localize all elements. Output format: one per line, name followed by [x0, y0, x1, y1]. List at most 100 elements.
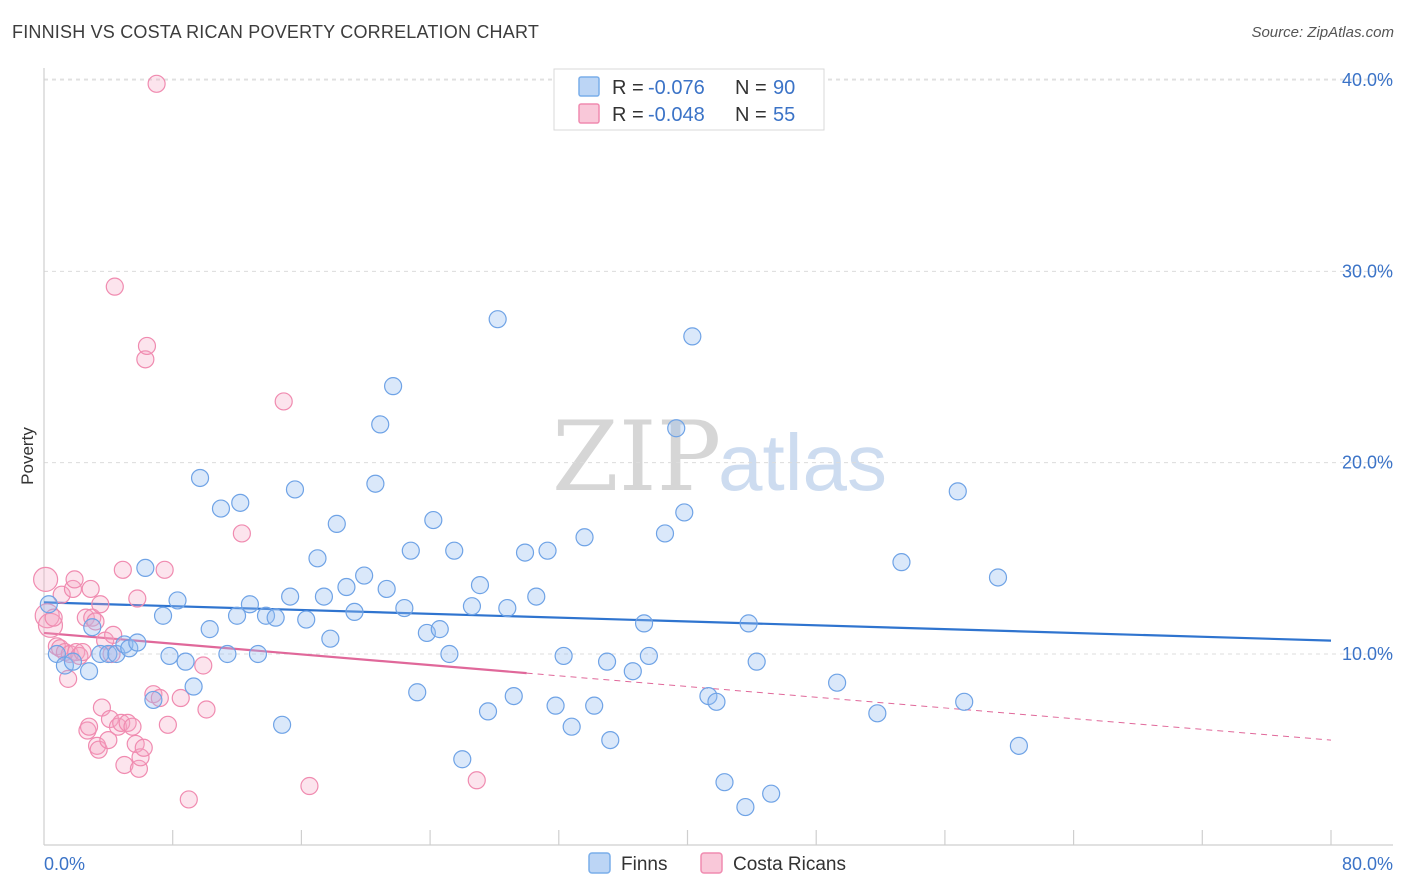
point-finns	[79, 662, 99, 681]
point-finns	[308, 549, 327, 568]
point-costa-ricans	[123, 717, 142, 736]
point-finns	[453, 750, 472, 769]
point-finns	[168, 591, 187, 610]
point-costa-ricans	[129, 759, 149, 778]
point-finns	[297, 610, 316, 629]
point-finns	[601, 730, 620, 750]
legend-n-value-2: 55	[773, 104, 795, 126]
point-finns	[314, 587, 334, 606]
point-finns	[667, 419, 686, 438]
watermark-zip: ZIP	[552, 401, 721, 513]
point-finns	[585, 696, 604, 715]
point-costa-ricans	[128, 589, 147, 608]
point-finns	[395, 598, 414, 618]
point-finns	[488, 310, 507, 329]
bottom-legend: Finns Costa Ricans	[588, 852, 846, 875]
bottom-legend-swatch-finns	[588, 852, 611, 874]
bottom-legend-swatch-costa-ricans	[700, 852, 723, 874]
point-finns	[715, 773, 734, 792]
point-finns	[377, 579, 396, 599]
point-finns	[445, 541, 464, 560]
point-finns	[527, 587, 546, 606]
point-finns	[327, 514, 346, 533]
y-tick-label: 30.0%	[1342, 261, 1393, 281]
trend-line-costa-ricans-extrapolated	[526, 672, 1332, 741]
trend-line-costa-ricans	[43, 631, 527, 675]
point-finns	[281, 587, 300, 606]
point-costa-ricans	[467, 771, 486, 790]
point-costa-ricans	[131, 748, 150, 767]
watermark-atlas: atlas	[718, 418, 887, 507]
bottom-legend-costa-ricans: Costa Ricans	[733, 854, 846, 875]
axes: 10.0% 20.0% 30.0% 40.0%	[43, 68, 1393, 846]
point-finns	[634, 614, 654, 633]
point-finns	[266, 608, 285, 627]
point-finns	[538, 541, 557, 560]
legend-swatch-costa-ricans	[578, 103, 600, 124]
legend-r-label-1: R =	[612, 77, 644, 99]
point-finns	[383, 377, 403, 396]
data-points	[33, 74, 1029, 817]
point-costa-ricans	[79, 717, 99, 736]
point-finns	[160, 646, 179, 666]
point-finns	[440, 644, 459, 664]
point-finns	[597, 652, 617, 671]
point-costa-ricans	[105, 277, 124, 296]
point-finns	[739, 614, 758, 633]
point-costa-ricans	[137, 336, 157, 356]
point-finns	[736, 797, 755, 817]
y-tick-label: 20.0%	[1342, 453, 1393, 473]
point-finns	[655, 524, 675, 543]
point-costa-ricans	[179, 790, 198, 809]
trend-lines	[43, 601, 1332, 741]
legend-n-label-2: N =	[735, 104, 767, 126]
legend: R = -0.076 N = 90 R = -0.048 N = 55	[553, 68, 825, 131]
point-costa-ricans	[52, 585, 71, 604]
point-finns	[562, 717, 581, 736]
bottom-legend-finns: Finns	[621, 854, 667, 875]
point-finns	[231, 493, 250, 512]
point-finns	[408, 683, 427, 702]
point-finns	[401, 541, 420, 560]
point-finns	[83, 618, 102, 637]
point-finns	[355, 566, 374, 585]
point-finns	[639, 646, 658, 666]
point-costa-ricans	[147, 74, 166, 93]
point-costa-ricans	[194, 656, 213, 675]
point-costa-ricans	[81, 579, 100, 599]
point-finns	[892, 553, 911, 572]
point-finns	[272, 715, 292, 734]
source-label: Source: ZipAtlas.com	[1251, 24, 1394, 41]
point-costa-ricans	[197, 700, 216, 719]
point-finns	[184, 677, 203, 696]
point-costa-ricans	[99, 730, 118, 750]
point-finns	[546, 696, 565, 715]
point-costa-ricans	[300, 776, 319, 796]
point-finns	[39, 595, 58, 614]
legend-n-label-1: N =	[735, 77, 767, 99]
point-finns	[762, 784, 781, 803]
point-finns	[575, 528, 594, 547]
point-finns	[747, 652, 766, 671]
point-finns	[948, 482, 967, 501]
point-finns	[868, 704, 887, 723]
trend-line-finns	[43, 601, 1332, 642]
point-costa-ricans	[115, 755, 134, 775]
point-costa-ricans	[65, 570, 84, 589]
gridlines	[44, 78, 1393, 655]
point-costa-ricans	[44, 608, 63, 627]
point-finns	[144, 690, 163, 710]
point-finns	[623, 662, 642, 681]
y-tick-label: 40.0%	[1342, 70, 1393, 90]
point-costa-ricans	[274, 392, 293, 411]
point-costa-ricans	[232, 524, 251, 543]
point-finns	[366, 474, 385, 493]
point-costa-ricans	[134, 738, 153, 757]
point-finns	[462, 597, 482, 616]
point-finns	[988, 568, 1008, 587]
x-tick-min: 0.0%	[44, 854, 85, 874]
point-finns	[554, 646, 573, 666]
y-tick-label: 10.0%	[1342, 644, 1393, 664]
point-costa-ricans	[89, 740, 108, 759]
